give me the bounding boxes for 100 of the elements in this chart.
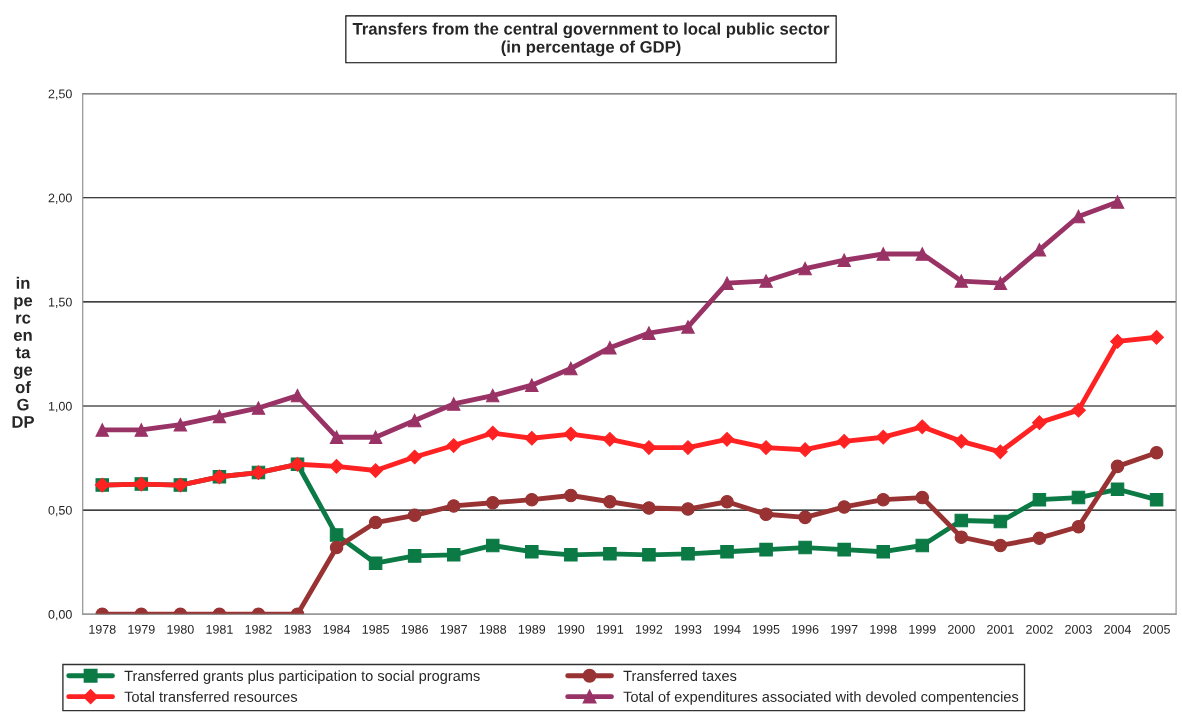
point [407, 549, 422, 563]
legend-label: Transferred taxes [623, 670, 737, 682]
legend-label: Transferred grants plus participation to social programs [124, 670, 480, 684]
y-tick-label: 0,50 [48, 505, 72, 517]
x-tick-label: 1980 [167, 624, 194, 634]
point [758, 440, 774, 456]
point [407, 449, 423, 465]
point [563, 426, 579, 442]
point [642, 501, 656, 515]
point [798, 540, 812, 555]
x-tick-label: 1986 [401, 624, 429, 634]
x-tick-label: 1984 [323, 624, 351, 634]
point [1149, 492, 1164, 507]
point [992, 444, 1008, 460]
y-tick-label: 2,50 [48, 89, 72, 100]
point [564, 548, 578, 562]
point [524, 430, 540, 446]
point [603, 547, 617, 561]
point [251, 401, 266, 415]
point [759, 542, 773, 557]
point [798, 261, 812, 276]
point [446, 438, 462, 453]
point [290, 388, 305, 403]
point [173, 417, 188, 432]
point [993, 538, 1008, 553]
point [954, 274, 969, 288]
point [368, 556, 383, 570]
point [875, 429, 891, 445]
point [720, 544, 734, 559]
point [1071, 519, 1086, 534]
point [915, 247, 930, 261]
x-tick-label: 1995 [753, 624, 780, 634]
x-tick-label: 1982 [245, 624, 272, 634]
x-tick-label: 1993 [675, 624, 702, 634]
point [603, 340, 617, 355]
x-tick-label: 2003 [1065, 624, 1092, 634]
point [368, 463, 383, 478]
point [1149, 329, 1164, 345]
point [329, 540, 344, 555]
point [564, 361, 578, 376]
point [212, 409, 227, 424]
point [603, 494, 617, 509]
point [759, 274, 773, 288]
point [993, 276, 1008, 290]
point [876, 544, 890, 559]
point [681, 502, 695, 516]
x-tick-label: 1994 [714, 624, 741, 634]
point [485, 425, 501, 441]
point [446, 397, 461, 411]
point [797, 442, 813, 458]
y-tick-label: 0,00 [48, 609, 72, 621]
x-tick-label: 1992 [635, 624, 663, 634]
point [446, 548, 461, 562]
point [525, 378, 539, 392]
point [1032, 415, 1047, 431]
point [485, 388, 500, 403]
point [1149, 446, 1164, 460]
x-tick-label: 2000 [948, 624, 975, 634]
y-tick-label: 1,50 [48, 297, 72, 308]
point [485, 496, 500, 510]
point [681, 320, 695, 334]
point [876, 247, 890, 261]
point [1071, 402, 1086, 418]
point [642, 326, 656, 340]
point [720, 276, 734, 290]
point [407, 508, 422, 523]
x-tick-label: 1998 [870, 624, 897, 634]
point [1071, 490, 1086, 505]
x-tick-label: 1996 [792, 624, 819, 634]
x-tick-label: 2004 [1104, 624, 1132, 634]
point [641, 440, 657, 456]
point [837, 253, 851, 267]
point [95, 423, 110, 437]
point [446, 499, 461, 513]
point [1110, 459, 1125, 474]
point [837, 542, 851, 557]
point [720, 494, 734, 509]
point [1110, 195, 1125, 209]
x-tick-label: 2002 [1026, 624, 1053, 634]
point [837, 500, 851, 514]
x-tick-label: 1987 [440, 624, 467, 634]
point [953, 433, 969, 449]
x-tick-label: 1983 [284, 624, 311, 634]
point [368, 430, 383, 444]
x-tick-label: 1981 [206, 624, 233, 634]
x-tick-label: 1988 [479, 624, 507, 634]
point [681, 547, 695, 561]
point [719, 431, 735, 447]
text: in pe rc en ta ge of G DP [12, 276, 34, 428]
point [1110, 482, 1125, 497]
x-tick-label: 1989 [518, 624, 546, 634]
point [876, 492, 890, 507]
point [1032, 531, 1047, 545]
chart-title: Transfers from the central government to local public sector (in percentage of GDP) [352, 22, 830, 57]
point [954, 513, 969, 528]
point [525, 544, 539, 559]
point [525, 492, 539, 507]
x-tick-label: 1990 [557, 624, 585, 634]
x-tick-label: 1997 [831, 624, 858, 634]
point [642, 548, 656, 562]
